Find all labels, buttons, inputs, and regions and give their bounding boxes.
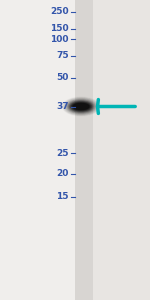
Text: 15: 15 bbox=[57, 192, 69, 201]
Ellipse shape bbox=[65, 99, 97, 114]
Text: 37: 37 bbox=[56, 102, 69, 111]
Text: 100: 100 bbox=[51, 34, 69, 43]
Bar bbox=[75, 0, 150, 300]
Text: 20: 20 bbox=[57, 169, 69, 178]
Ellipse shape bbox=[70, 101, 92, 112]
Text: 250: 250 bbox=[50, 8, 69, 16]
Ellipse shape bbox=[68, 100, 94, 112]
Ellipse shape bbox=[74, 104, 88, 109]
Ellipse shape bbox=[69, 101, 93, 112]
Bar bbox=[75, 0, 93, 300]
Ellipse shape bbox=[73, 103, 89, 109]
Text: 150: 150 bbox=[50, 24, 69, 33]
Ellipse shape bbox=[70, 102, 92, 111]
Text: 75: 75 bbox=[56, 51, 69, 60]
Ellipse shape bbox=[72, 103, 90, 110]
Text: 50: 50 bbox=[57, 74, 69, 82]
Ellipse shape bbox=[71, 103, 91, 110]
Ellipse shape bbox=[67, 100, 95, 113]
Ellipse shape bbox=[75, 105, 87, 108]
Text: 25: 25 bbox=[57, 148, 69, 158]
Ellipse shape bbox=[66, 99, 96, 114]
